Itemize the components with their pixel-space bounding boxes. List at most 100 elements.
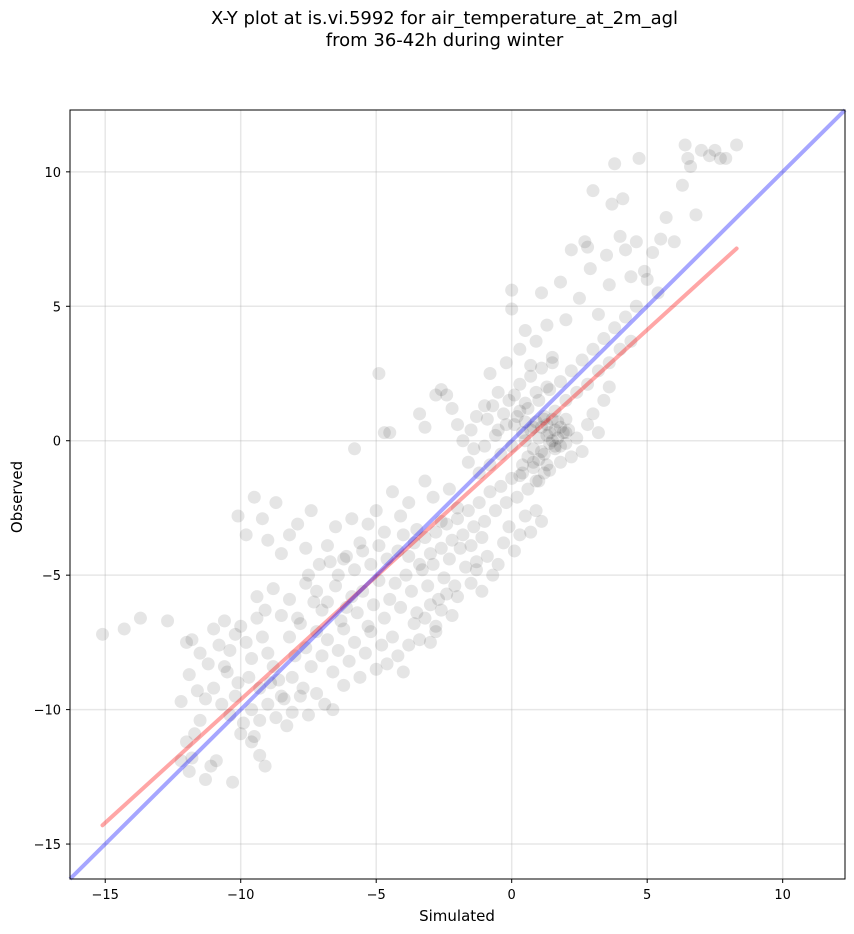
scatter-point [239, 635, 253, 649]
scatter-point [193, 713, 207, 727]
scatter-point [375, 638, 389, 652]
scatter-point [369, 662, 383, 676]
scatter-point [402, 496, 416, 510]
scatter-point [440, 587, 454, 601]
scatter-point [675, 178, 689, 192]
scatter-point [445, 608, 459, 622]
scatter-point [180, 735, 194, 749]
scatter-point [96, 627, 110, 641]
scatter-point [312, 557, 326, 571]
scatter-point [480, 549, 494, 563]
scatter-point [198, 692, 212, 706]
scatter-point [418, 531, 432, 545]
scatter-point [429, 625, 443, 639]
scatter-point [372, 367, 386, 381]
scatter-point [667, 235, 681, 249]
scatter-point [434, 541, 448, 555]
scatter-point [274, 689, 288, 703]
scatter-point [502, 393, 516, 407]
scatter-point [217, 614, 231, 628]
scatter-point [456, 434, 470, 448]
scatter-point [277, 692, 291, 706]
scatter-point [442, 552, 456, 566]
scatter-point [540, 318, 554, 332]
scatter-point [320, 595, 334, 609]
scatter-point [204, 759, 218, 773]
scatter-point [654, 232, 668, 246]
scatter-point [253, 681, 267, 695]
scatter-point [453, 541, 467, 555]
scatter-point [429, 619, 443, 633]
scatter-point [572, 291, 586, 305]
scatter-point [174, 695, 188, 709]
scatter-point [459, 560, 473, 574]
scatter-point [418, 611, 432, 625]
scatter-point [253, 713, 267, 727]
scatter-point [486, 568, 500, 582]
scatter-point [510, 490, 524, 504]
scatter-point [491, 385, 505, 399]
y-tick-label: 0 [53, 435, 61, 450]
scatter-point [483, 485, 497, 499]
scatter-point [261, 697, 275, 711]
scatter-point [434, 603, 448, 617]
scatter-point [526, 420, 540, 434]
scatter-point [337, 678, 351, 692]
scatter-point [516, 426, 530, 440]
scatter-point [266, 582, 280, 596]
scatter-point [356, 544, 370, 558]
y-tick-label: 5 [53, 300, 61, 315]
scatter-point [394, 600, 408, 614]
scatter-point [282, 592, 296, 606]
scatter-point [215, 697, 229, 711]
scatter-point [659, 211, 673, 225]
scatter-point [337, 552, 351, 566]
identity-line [68, 108, 847, 881]
scatter-point [602, 278, 616, 292]
scatter-point [491, 423, 505, 437]
scatter-point [486, 399, 500, 413]
chart-subtitle-line: from 36-42h during winter [325, 30, 564, 51]
scatter-point [383, 592, 397, 606]
scatter-point [524, 358, 538, 372]
scatter-point [361, 619, 375, 633]
scatter-point [293, 617, 307, 631]
scatter-point [545, 350, 559, 364]
scatter-point [578, 235, 592, 249]
scatter-point [502, 520, 516, 534]
scatter-point [694, 143, 708, 157]
scatter-point [526, 442, 540, 456]
scatter-point [551, 431, 565, 445]
scatter-point [242, 670, 256, 684]
scatter-point [684, 159, 698, 173]
scatter-point [548, 423, 562, 437]
scatter-point [301, 708, 315, 722]
scatter-point [361, 517, 375, 531]
scatter-point [291, 517, 305, 531]
scatter-point [348, 635, 362, 649]
scatter-point [247, 729, 261, 743]
scatter-point [543, 436, 557, 450]
scatter-point [445, 401, 459, 415]
scatter-point [619, 243, 633, 257]
scatter-point [423, 635, 437, 649]
scatter-point [624, 334, 638, 348]
scatter-point [553, 275, 567, 289]
scatter-point [543, 383, 557, 397]
scatter-point [434, 514, 448, 528]
scatter-point [413, 407, 427, 421]
scatter-point [505, 439, 519, 453]
scatter-point [551, 415, 565, 429]
scatter-point [637, 264, 651, 278]
scatter-point [442, 482, 456, 496]
scatter-point [478, 399, 492, 413]
scatter-point [396, 528, 410, 542]
scatter-point [231, 676, 245, 690]
scatter-point [383, 426, 397, 440]
scatter-point [258, 759, 272, 773]
scatter-point [597, 393, 611, 407]
scatter-point [245, 735, 259, 749]
scatter-point [703, 149, 717, 163]
scatter-point [553, 455, 567, 469]
